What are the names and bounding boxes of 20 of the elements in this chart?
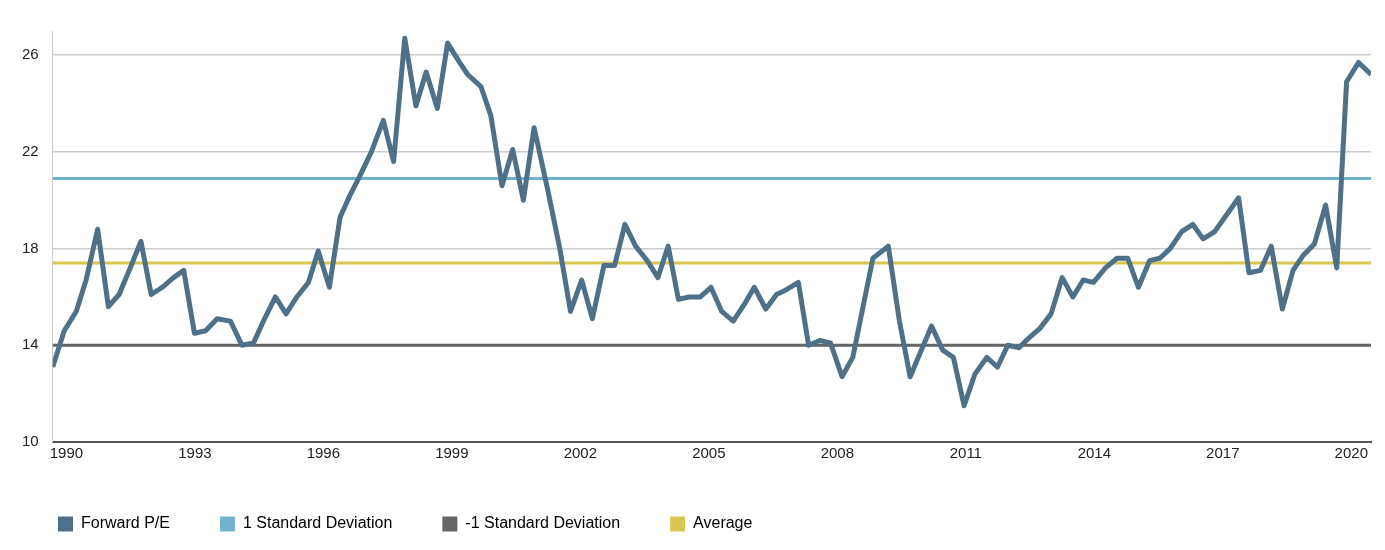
y-tick-label: 18	[22, 238, 39, 256]
legend-label: -1 Standard Deviation	[465, 514, 621, 532]
x-tick-label: 1990	[49, 444, 84, 462]
x-tick-label: 2011	[949, 444, 982, 462]
x-tick-label: 2020	[1334, 444, 1368, 462]
legend-label: Average	[693, 514, 753, 532]
x-tick-label: 2008	[820, 444, 855, 462]
legend-label: 1 Standard Deviation	[242, 514, 393, 532]
x-tick-label: 2017	[1206, 444, 1240, 462]
x-tick-label: 1996	[306, 444, 341, 462]
y-tick-label: 26	[22, 45, 39, 63]
y-tick-label: 14	[22, 335, 39, 353]
x-tick-label: 1999	[435, 444, 469, 462]
x-tick-label: 2014	[1077, 444, 1111, 462]
y-tick-label: 10	[22, 432, 39, 450]
x-tick-label: 1993	[178, 444, 212, 462]
x-tick-label: 2002	[563, 444, 598, 462]
legend-label: Forward P/E	[81, 514, 170, 532]
x-tick-label: 2005	[692, 444, 726, 462]
y-tick-label: 22	[22, 142, 39, 160]
